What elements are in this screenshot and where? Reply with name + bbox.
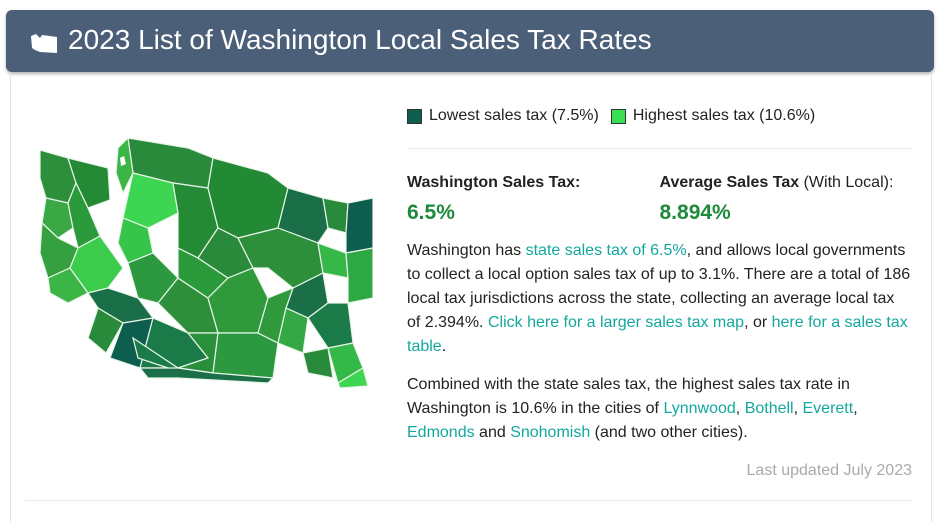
stat-value: 6.5% — [407, 201, 455, 224]
stat-value: 8.894% — [659, 201, 731, 224]
stat: Washington Sales Tax: 6.5% — [407, 171, 660, 225]
text: Combined with the state sales tax, the h… — [407, 376, 850, 417]
text: . — [441, 338, 447, 355]
legend: Lowest sales tax (7.5%) Highest sales ta… — [407, 100, 912, 132]
link[interactable]: here for a sales tax table — [407, 314, 908, 355]
divider — [25, 500, 913, 501]
text: , — [853, 400, 858, 417]
stats: Washington Sales Tax: 6.5% Average Sales… — [407, 171, 912, 225]
text: , and allows local governments to collec… — [407, 242, 911, 331]
text: , — [735, 400, 745, 417]
stat-label: Washington Sales Tax: — [407, 174, 581, 191]
card — [10, 72, 932, 522]
stat-label: Average Sales Tax — [659, 174, 800, 191]
page-title: 2023 List of Washington Local Sales Tax … — [68, 24, 652, 55]
stat-qualifier: (With Local): — [803, 174, 894, 191]
link[interactable]: Everett — [802, 400, 854, 417]
link[interactable]: state sales tax of 6.5% — [525, 242, 687, 259]
legend-label: Highest sales tax (10.6%) — [632, 107, 816, 124]
text: , or — [744, 314, 772, 331]
link[interactable]: Bothell — [744, 400, 794, 417]
link[interactable]: Edmonds — [407, 424, 475, 441]
legend-label: Lowest sales tax (7.5%) — [429, 107, 599, 124]
text: and — [474, 424, 511, 441]
paragraph: Washington has state sales tax of 6.5%, … — [407, 239, 912, 359]
info-panel: Lowest sales tax (7.5%) Highest sales ta… — [407, 100, 912, 483]
link[interactable]: Click here for a larger sales tax map — [487, 314, 745, 331]
header: 2023 List of Washington Local Sales Tax … — [6, 10, 934, 72]
link[interactable]: Lynnwood — [663, 400, 736, 417]
text: Washington has — [407, 242, 526, 259]
last-updated: Last updated July 2023 — [746, 462, 912, 479]
text: , — [793, 400, 803, 417]
state-icon — [31, 34, 57, 53]
divider — [407, 148, 912, 149]
legend-swatch — [407, 108, 422, 124]
legend-swatch — [610, 108, 626, 124]
stat: Average Sales Tax (With Local): 8.894% — [660, 171, 913, 225]
link[interactable]: Snohomish — [510, 424, 591, 441]
county-map — [39, 136, 373, 389]
paragraph: Combined with the state sales tax, the h… — [407, 373, 912, 445]
text: (and two other cities). — [590, 424, 748, 441]
